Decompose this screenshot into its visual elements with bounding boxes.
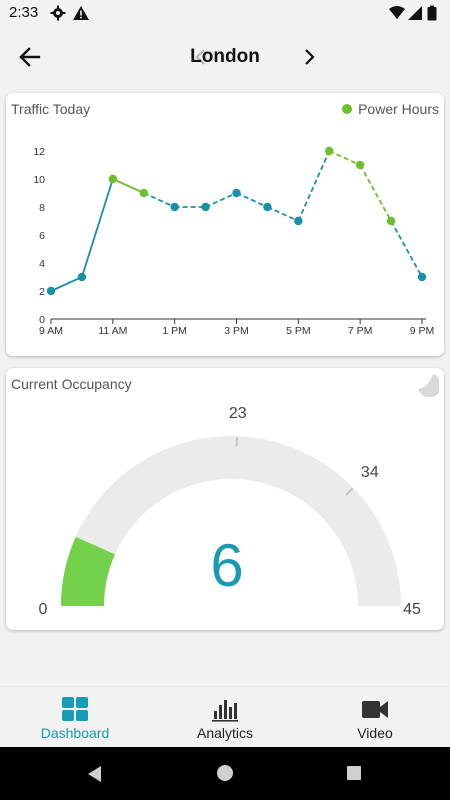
bottom-navigation: Dashboard Analytics Video	[0, 686, 450, 747]
x-tick-label: 9 PM	[410, 325, 435, 337]
video-camera-icon	[362, 701, 388, 718]
x-tick-label: 1 PM	[162, 325, 187, 337]
chart-legend: Power Hours	[342, 101, 439, 117]
data-point[interactable]	[294, 216, 303, 226]
data-point[interactable]	[139, 188, 148, 198]
nav-dashboard-label: Dashboard	[40, 725, 110, 741]
y-tick-label: 8	[39, 202, 45, 214]
series-segment	[390, 220, 423, 278]
signal-icon	[408, 6, 422, 20]
dashboard-icon	[62, 697, 88, 721]
data-point[interactable]	[77, 272, 87, 282]
system-navigation-bar	[0, 747, 450, 800]
bar-chart-icon	[212, 700, 238, 722]
app-bar: London	[0, 26, 450, 88]
y-tick-label: 12	[33, 146, 45, 158]
series-segment	[112, 178, 145, 194]
legend-label: Power Hours	[358, 101, 439, 117]
data-point[interactable]	[201, 202, 210, 212]
series-segment	[50, 276, 83, 292]
traffic-line-chart: 9 AM 11 AM 1 PM 3 PM 5 PM 7 PM 9 PM 0 2 4 6 8 10 12	[33, 146, 435, 337]
next-city-button[interactable]	[298, 45, 320, 69]
data-point[interactable]	[417, 272, 427, 282]
series-segment	[267, 206, 299, 222]
chevron-left-icon	[195, 49, 205, 65]
occupancy-card: Current Occupancy 23 34 0 45 6	[6, 368, 444, 630]
x-tick-label: 5 PM	[286, 325, 311, 337]
data-point[interactable]	[263, 202, 272, 212]
recents-square-icon[interactable]	[347, 766, 361, 780]
nav-video-label: Video	[357, 725, 393, 741]
gauge-tick-label: 34	[361, 464, 379, 481]
traffic-card-title: Traffic Today	[11, 101, 91, 117]
warning-icon	[73, 6, 89, 20]
data-point[interactable]	[170, 202, 179, 212]
status-left-icons	[50, 5, 89, 21]
y-tick-label: 4	[39, 258, 45, 270]
series-segment	[328, 150, 361, 166]
data-point[interactable]	[108, 174, 118, 184]
x-tick-label: 9 AM	[39, 325, 63, 337]
y-tick-label: 6	[39, 230, 45, 242]
status-time: 2:33	[9, 4, 39, 21]
nav-dashboard[interactable]: Dashboard	[0, 687, 150, 748]
series-segment	[297, 150, 331, 222]
series-segment	[81, 178, 114, 278]
series-segment	[236, 192, 268, 208]
chevron-right-icon	[305, 49, 315, 65]
battery-icon	[427, 5, 437, 21]
gauge-min-label: 0	[39, 601, 48, 618]
nav-video[interactable]: Video	[300, 687, 450, 748]
y-tick-label: 0	[39, 314, 45, 326]
occupancy-card-title: Current Occupancy	[11, 376, 132, 392]
legend-swatch	[342, 104, 353, 114]
occupancy-gauge: 23 34 0 45 6	[39, 405, 421, 618]
nav-analytics-label: Analytics	[196, 725, 254, 741]
city-navigator: London	[0, 26, 450, 88]
series-segment	[205, 192, 237, 208]
status-bar: 2:33	[0, 0, 450, 26]
gauge-tick	[345, 487, 354, 496]
series-segment	[359, 164, 392, 222]
data-point[interactable]	[386, 216, 396, 226]
home-circle-icon[interactable]	[217, 765, 233, 781]
x-tick-label: 3 PM	[224, 325, 249, 337]
status-right-icons	[389, 5, 437, 21]
data-point[interactable]	[46, 286, 56, 296]
gauge-value: 6	[210, 532, 243, 599]
gauge-fill	[61, 536, 115, 606]
arrow-left-icon	[19, 47, 41, 67]
city-title: London	[190, 46, 260, 67]
back-triangle-icon[interactable]	[88, 766, 101, 782]
gauge-track	[61, 436, 401, 606]
pie-chart-icon[interactable]	[417, 373, 439, 397]
traffic-card: Traffic Today Power Hours 9 AM 11 AM 1 PM 3…	[6, 93, 444, 356]
y-tick-label: 10	[33, 174, 45, 186]
back-button[interactable]	[14, 42, 46, 72]
x-tick-label: 11 AM	[98, 325, 127, 337]
gauge-tick-label: 23	[229, 405, 247, 422]
data-point[interactable]	[325, 146, 334, 156]
wifi-icon	[389, 6, 405, 19]
data-point[interactable]	[232, 188, 241, 198]
data-point[interactable]	[355, 160, 365, 170]
gear-icon	[50, 5, 66, 21]
nav-analytics[interactable]: Analytics	[150, 687, 300, 748]
gauge-max-label: 45	[403, 601, 421, 618]
y-tick-label: 2	[39, 286, 45, 298]
x-tick-label: 7 PM	[348, 325, 373, 337]
previous-city-button[interactable]	[190, 45, 212, 69]
series-segment	[143, 192, 176, 208]
